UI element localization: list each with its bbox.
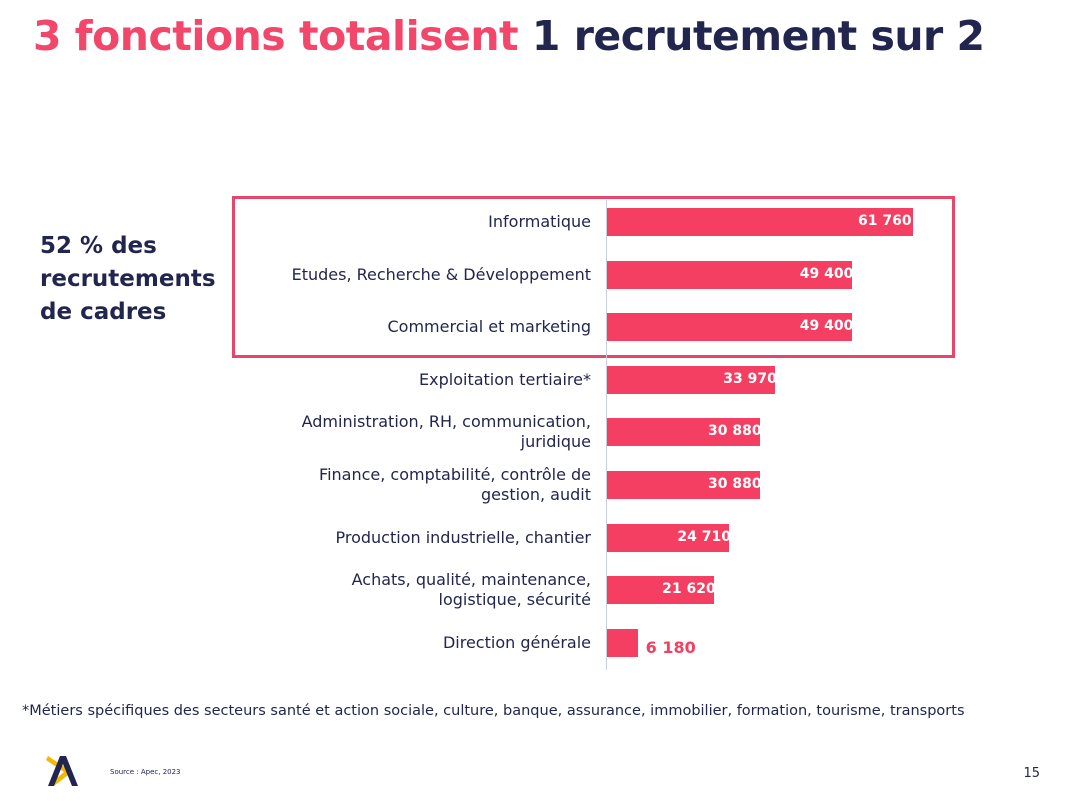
bar — [607, 471, 760, 499]
category-label: Etudes, Recherche & Développement — [291, 264, 591, 284]
apec-logo — [46, 756, 78, 786]
value-label: 6 180 — [645, 637, 696, 657]
title-accent: 3 fonctions totalisent — [33, 12, 519, 60]
category-label: Achats, qualité, maintenance, logistique… — [351, 570, 591, 610]
category-label: Production industrielle, chantier — [335, 527, 592, 547]
bar — [607, 313, 852, 342]
page-title: 3 fonctions totalisent 1 recrutement sur… — [33, 12, 985, 60]
value-label: 49 400 — [799, 265, 854, 282]
value-label: 33 970 — [723, 370, 777, 387]
source-note: Source : Apec, 2023 — [110, 768, 181, 776]
bar — [607, 523, 730, 552]
bar — [607, 260, 852, 289]
category-label: Administration, RH, communication, jurid… — [301, 412, 591, 452]
callout-text: 52 % des recrutements de cadres — [40, 233, 216, 325]
value-label: 24 710 — [677, 528, 732, 545]
bar — [607, 208, 913, 236]
highlight-box — [232, 196, 955, 358]
value-label: 49 400 — [799, 318, 854, 335]
category-label: Commercial et marketing — [387, 317, 591, 337]
bar — [607, 576, 715, 605]
value-label: 30 880 — [708, 423, 762, 440]
category-label: Direction générale — [442, 632, 591, 652]
category-label: Exploitation tertiaire* — [419, 369, 591, 389]
footnote: *Métiers spécifiques des secteurs santé … — [22, 703, 965, 719]
category-label: Finance, comptabilité, contrôle de gesti… — [319, 465, 591, 504]
bar — [607, 418, 760, 447]
page-number: 15 — [1023, 766, 1040, 781]
value-label: 21 620 — [662, 581, 716, 598]
value-label: 30 880 — [708, 476, 762, 492]
category-label: Informatique — [488, 212, 591, 231]
title-main: 1 recrutement sur 2 — [531, 12, 985, 60]
bar — [607, 365, 776, 394]
value-label: 61 760 — [858, 213, 912, 229]
chart-axis — [606, 200, 607, 670]
bar — [607, 628, 638, 657]
